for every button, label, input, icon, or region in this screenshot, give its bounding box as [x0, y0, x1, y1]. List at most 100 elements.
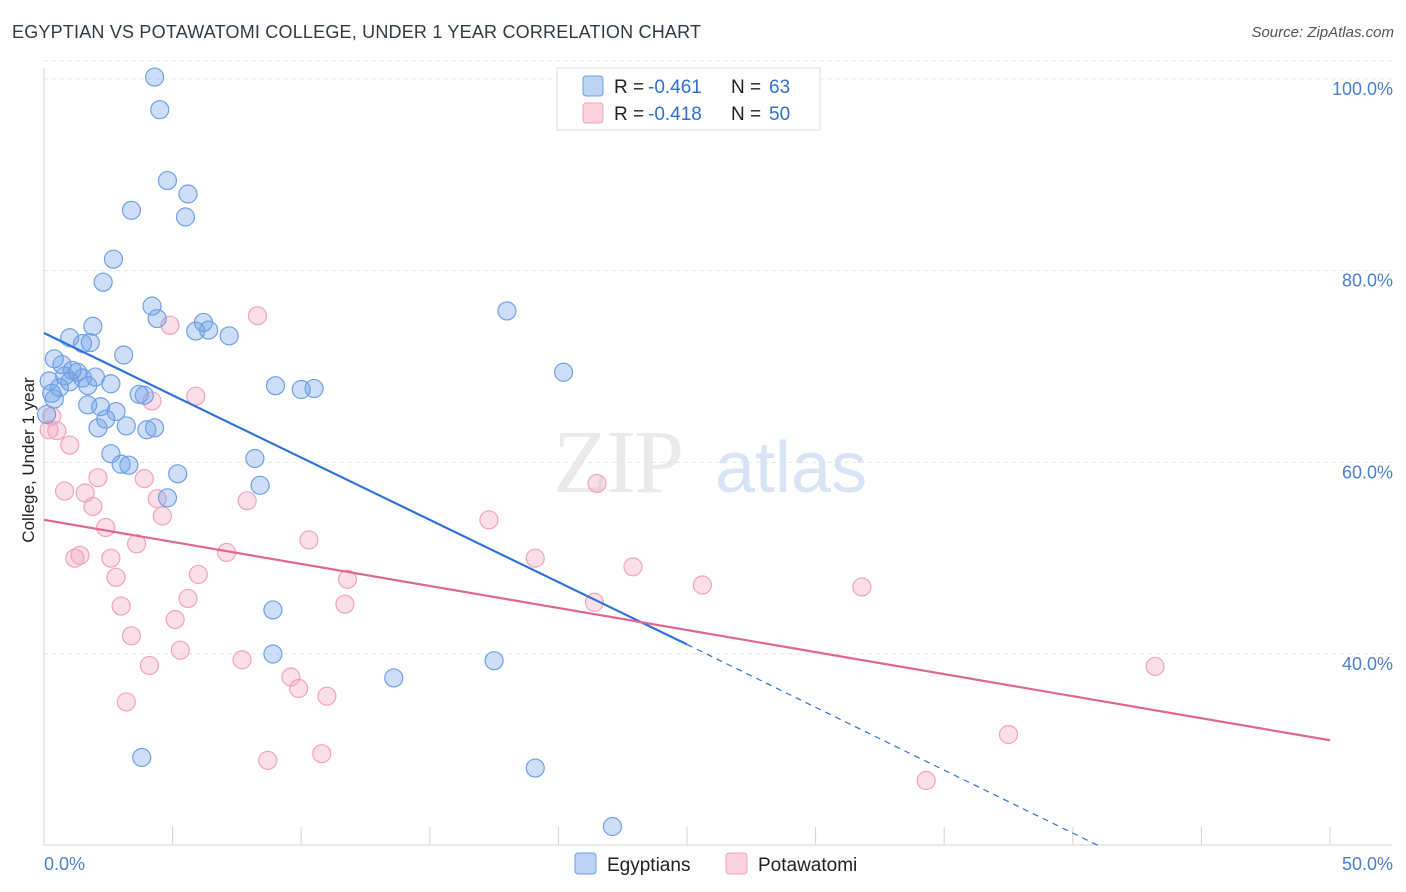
potawatomi-point [65, 548, 85, 568]
series-legend: Egyptians Potawatomi [574, 852, 857, 876]
potawatomi-point [111, 596, 131, 616]
egyptians-points [36, 67, 623, 837]
bottom-legend-potawatomi-label: Potawatomi [758, 855, 857, 876]
egyptians-point [150, 100, 170, 120]
potawatomi-point [237, 491, 257, 511]
potawatomi-point [479, 510, 499, 530]
egyptians-point [90, 397, 111, 417]
svg-text:atlas: atlas [715, 428, 867, 508]
egyptians-point [106, 401, 126, 422]
potawatomi-point [312, 744, 332, 764]
potawatomi-points [39, 306, 1165, 791]
legend-egyptians-n: 63 [769, 77, 790, 98]
y-tick-label: 60.0% [1342, 462, 1393, 482]
egyptians-point [157, 170, 178, 191]
egyptians-point [111, 454, 131, 474]
egyptians-point [168, 464, 188, 484]
legend-egyptians-swatch [582, 75, 604, 97]
egyptians-point [144, 418, 165, 438]
egyptians-point [245, 448, 265, 469]
potawatomi-point [139, 655, 160, 676]
potawatomi-point [96, 517, 116, 538]
egyptians-point [103, 249, 124, 269]
y-tick-label: 80.0% [1342, 271, 1393, 291]
egyptians-point [80, 332, 100, 353]
potawatomi-point [165, 609, 185, 630]
legend-potawatomi-swatch [582, 102, 604, 124]
potawatomi-point [106, 567, 126, 587]
egyptians-point [49, 377, 70, 398]
egyptians-point [114, 345, 134, 365]
potawatomi-point [152, 506, 172, 526]
potawatomi-point [258, 750, 278, 770]
potawatomi-point [188, 564, 208, 585]
potawatomi-point [525, 548, 545, 568]
potawatomi-point [587, 473, 607, 494]
potawatomi-point [88, 468, 108, 488]
potawatomi-point [60, 435, 80, 455]
egyptians-point [525, 758, 545, 778]
bottom-legend-potawatomi-swatch [725, 852, 748, 875]
potawatomi-point [54, 481, 75, 501]
potawatomi-point [116, 692, 136, 712]
egyptians-point [83, 316, 103, 336]
egyptians-point [142, 296, 162, 316]
legend-n-label: N = [731, 77, 761, 98]
egyptians-point [67, 362, 88, 382]
potawatomi-point [692, 575, 713, 595]
egyptians-trend-line [43, 331, 688, 646]
egyptians-point [132, 747, 152, 768]
potawatomi-point [289, 678, 309, 699]
source-label: Source: ZipAtlas.com [1251, 24, 1394, 41]
egyptians-point [250, 475, 270, 495]
egyptians-point [175, 207, 196, 227]
egyptians-point [137, 420, 157, 440]
potawatomi-point [281, 667, 301, 687]
potawatomi-point [337, 569, 358, 589]
potawatomi-point [998, 724, 1019, 745]
potawatomi-point [186, 386, 206, 406]
potawatomi-point [83, 496, 103, 517]
x-tick-label: 0.0% [44, 854, 85, 874]
y-tick-label: 100.0% [1332, 79, 1393, 99]
y-tick-label: 40.0% [1342, 654, 1393, 674]
bottom-legend-egyptians-label: Egyptians [607, 855, 690, 876]
potawatomi-point [1145, 656, 1165, 677]
egyptians-point [88, 418, 108, 438]
bottom-legend-egyptians-swatch [574, 852, 597, 875]
egyptians-point [44, 389, 64, 409]
x-tick-label: 50.0% [1342, 854, 1393, 874]
egyptians-point [44, 349, 64, 369]
legend-n-label: N = [731, 104, 761, 125]
egyptians-point [116, 416, 136, 436]
egyptians-point [119, 455, 139, 475]
egyptians-point [60, 372, 80, 392]
trend-lines [43, 331, 1331, 847]
axes [43, 68, 1392, 846]
egyptians-point [265, 376, 286, 396]
egyptians-point [39, 371, 59, 391]
potawatomi-point [47, 421, 67, 441]
egyptians-point [186, 321, 206, 341]
egyptians-point [263, 600, 283, 620]
egyptians-point [178, 184, 198, 204]
potawatomi-point [317, 686, 337, 706]
legend-r-label: R = [614, 104, 644, 125]
egyptians-point [144, 67, 165, 87]
egyptians-point [384, 668, 404, 688]
egyptians-point [263, 644, 283, 664]
potawatomi-point [232, 650, 252, 670]
potawatomi-point [70, 545, 90, 565]
potawatomi-point [247, 306, 268, 326]
legend-potawatomi-r: -0.418 [648, 104, 702, 125]
egyptians-point [219, 326, 239, 346]
potawatomi-point [299, 530, 319, 550]
legend-egyptians-r: -0.461 [648, 77, 702, 98]
tick-labels: 40.0% 60.0% 80.0% 100.0% 0.0% 50.0% [44, 79, 1393, 874]
egyptians-point [101, 374, 121, 394]
stats-legend: R = -0.461 N = 63 R = -0.418 N = 50 [556, 67, 821, 131]
egyptians-point [484, 651, 504, 671]
egyptians-point [121, 200, 142, 220]
egyptians-point [602, 816, 623, 837]
